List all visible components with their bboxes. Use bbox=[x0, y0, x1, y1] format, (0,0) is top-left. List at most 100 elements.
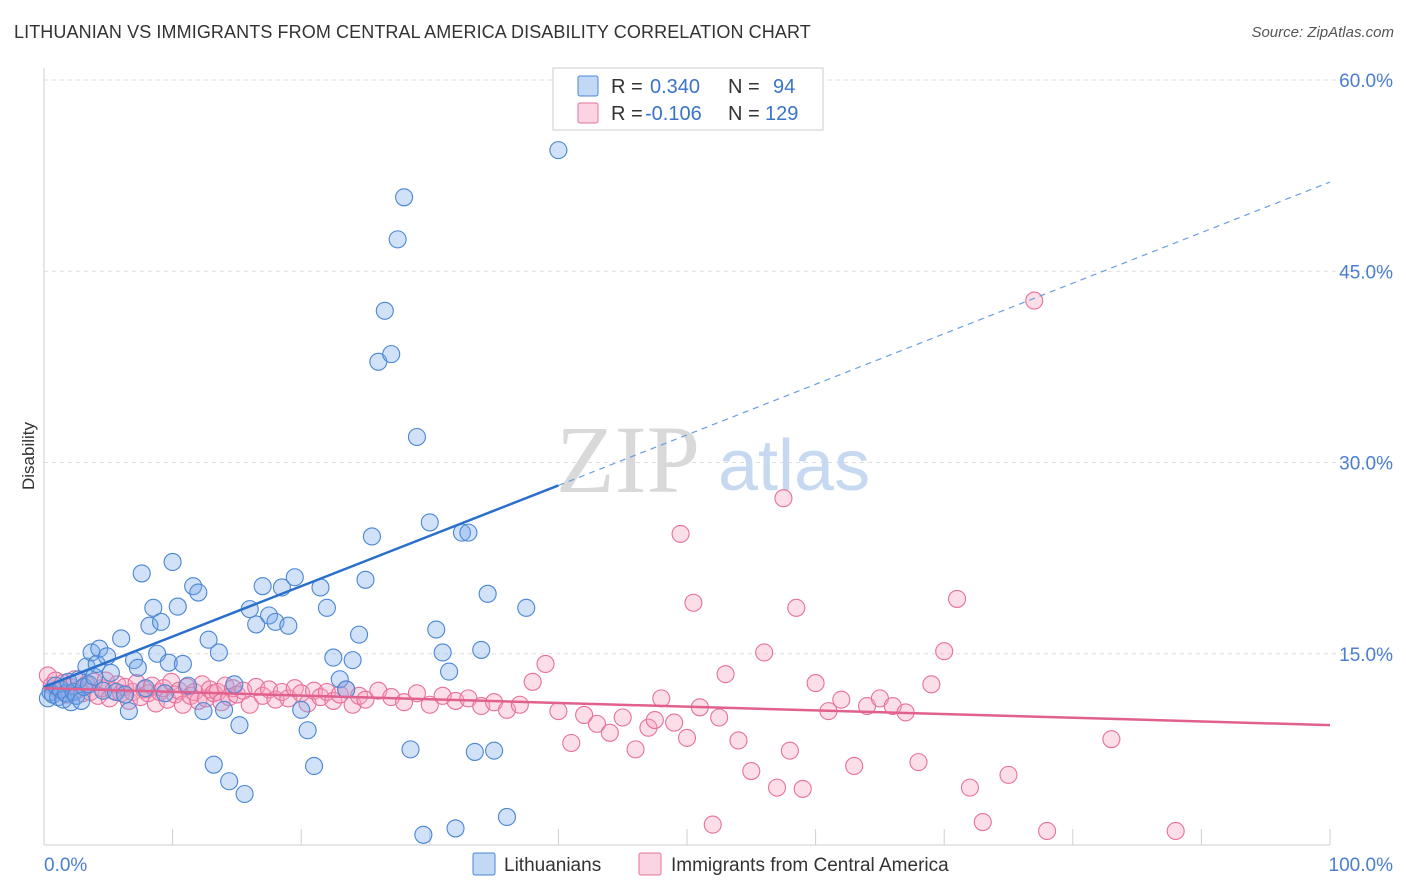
point-lithuanians-59 bbox=[279, 616, 298, 635]
point-central-america-123 bbox=[671, 524, 690, 543]
point-lithuanians-40 bbox=[173, 654, 192, 674]
point-lithuanians-67 bbox=[330, 670, 349, 689]
point-lithuanians-52 bbox=[235, 784, 254, 804]
trend-line-lithuanians-extension bbox=[558, 181, 1331, 487]
point-central-america-128 bbox=[645, 710, 664, 730]
point-lithuanians-38 bbox=[163, 552, 182, 572]
point-lithuanians-92 bbox=[497, 807, 517, 827]
bottom-legend-label-central-america: Immigrants from Central America bbox=[671, 855, 949, 876]
point-central-america-97 bbox=[716, 665, 735, 684]
legend-r-label-2: R = bbox=[611, 103, 643, 125]
legend-r-value-1: 0.340 bbox=[650, 76, 700, 98]
point-central-america-89 bbox=[613, 708, 632, 727]
point-central-america-83 bbox=[536, 654, 555, 674]
point-lithuanians-29 bbox=[128, 658, 147, 677]
watermark-zip: ZIP bbox=[556, 406, 700, 513]
point-lithuanians-87 bbox=[459, 523, 478, 542]
y-tick-label-0: 15.0% bbox=[1339, 645, 1393, 666]
point-lithuanians-85 bbox=[446, 819, 465, 838]
point-lithuanians-79 bbox=[407, 427, 426, 447]
point-lithuanians-66 bbox=[324, 648, 343, 667]
point-central-america-117 bbox=[973, 812, 992, 832]
point-lithuanians-43 bbox=[189, 583, 208, 602]
point-lithuanians-70 bbox=[350, 625, 369, 644]
point-lithuanians-68 bbox=[337, 680, 356, 699]
point-central-america-116 bbox=[960, 778, 979, 797]
point-central-america-93 bbox=[665, 713, 684, 732]
point-lithuanians-25 bbox=[112, 629, 131, 648]
point-lithuanians-90 bbox=[478, 584, 497, 603]
point-central-america-126 bbox=[787, 598, 806, 617]
chart-title: LITHUANIAN VS IMMIGRANTS FROM CENTRAL AM… bbox=[14, 22, 811, 42]
watermark: ZIP atlas bbox=[556, 406, 870, 513]
point-central-america-115 bbox=[948, 589, 967, 608]
point-central-america-98 bbox=[729, 731, 748, 750]
grid-lines bbox=[44, 79, 1395, 655]
point-lithuanians-13 bbox=[72, 691, 91, 710]
point-lithuanians-81 bbox=[420, 513, 439, 532]
point-central-america-81 bbox=[510, 695, 529, 714]
point-lithuanians-62 bbox=[298, 721, 317, 740]
point-central-america-114 bbox=[935, 642, 954, 661]
point-lithuanians-27 bbox=[119, 702, 138, 721]
legend-swatch-central-america bbox=[577, 102, 599, 124]
point-central-america-96 bbox=[703, 815, 722, 834]
point-central-america-91 bbox=[639, 718, 658, 737]
y-tick-label-3: 60.0% bbox=[1339, 71, 1393, 92]
point-central-america-28 bbox=[146, 694, 165, 713]
point-lithuanians-56 bbox=[259, 606, 279, 625]
point-lithuanians-54 bbox=[247, 615, 266, 634]
point-lithuanians-65 bbox=[317, 598, 336, 617]
y-tick-labels: 15.0% 30.0% 45.0% 60.0% bbox=[1339, 71, 1393, 666]
point-central-america-90 bbox=[626, 740, 645, 759]
point-central-america-104 bbox=[806, 674, 825, 693]
legend-n-label-2: N = bbox=[728, 103, 760, 125]
point-lithuanians-23 bbox=[101, 663, 120, 682]
point-lithuanians-69 bbox=[343, 651, 362, 670]
point-lithuanians-82 bbox=[427, 620, 446, 639]
y-axis-label: Disability bbox=[19, 421, 38, 490]
point-lithuanians-50 bbox=[225, 675, 244, 694]
point-lithuanians-47 bbox=[209, 643, 228, 662]
point-central-america-102 bbox=[780, 741, 799, 760]
point-central-america-92 bbox=[652, 689, 671, 708]
point-lithuanians-80 bbox=[414, 825, 433, 844]
point-lithuanians-45 bbox=[199, 630, 218, 649]
point-central-america-107 bbox=[845, 756, 864, 776]
point-lithuanians-88 bbox=[465, 742, 484, 761]
point-lithuanians-93 bbox=[517, 598, 536, 617]
point-lithuanians-48 bbox=[214, 700, 234, 719]
point-central-america-127 bbox=[710, 708, 729, 727]
point-central-america-103 bbox=[793, 779, 812, 798]
chart-source: Source: ZipAtlas.com bbox=[1251, 24, 1394, 41]
legend-n-value-1: 94 bbox=[773, 76, 795, 98]
legend-n-label-1: N = bbox=[728, 76, 760, 98]
point-lithuanians-60 bbox=[285, 568, 304, 587]
point-lithuanians-44 bbox=[194, 702, 213, 721]
point-central-america-85 bbox=[562, 733, 581, 753]
bottom-legend-swatch-central-america bbox=[638, 852, 662, 876]
point-lithuanians-37 bbox=[159, 653, 178, 672]
y-tick-label-1: 30.0% bbox=[1339, 454, 1393, 475]
x-tick-label-0: 0.0% bbox=[44, 855, 87, 876]
series-central-america-points bbox=[38, 291, 1185, 841]
watermark-atlas: atlas bbox=[718, 426, 870, 506]
legend-swatch-lithuanians bbox=[577, 75, 599, 97]
point-central-america-101 bbox=[767, 778, 787, 797]
point-lithuanians-30 bbox=[132, 564, 151, 583]
point-lithuanians-72 bbox=[362, 527, 381, 546]
legend-r-label-1: R = bbox=[611, 76, 643, 98]
point-central-america-69 bbox=[356, 690, 375, 709]
point-lithuanians-63 bbox=[305, 756, 324, 776]
legend-box: R = 0.340 N = 94 R = -0.106 N = 129 bbox=[552, 67, 824, 131]
point-central-america-100 bbox=[755, 643, 774, 662]
point-lithuanians-61 bbox=[292, 700, 311, 719]
bottom-legend-label-lithuanians: Lithuanians bbox=[504, 855, 601, 876]
point-lithuanians-71 bbox=[356, 570, 375, 589]
bottom-legend-swatch-lithuanians bbox=[472, 852, 496, 876]
point-lithuanians-35 bbox=[151, 612, 171, 631]
point-lithuanians-49 bbox=[220, 772, 239, 791]
x-tick-label-1: 100.0% bbox=[1329, 855, 1394, 876]
point-central-america-124 bbox=[774, 489, 793, 508]
